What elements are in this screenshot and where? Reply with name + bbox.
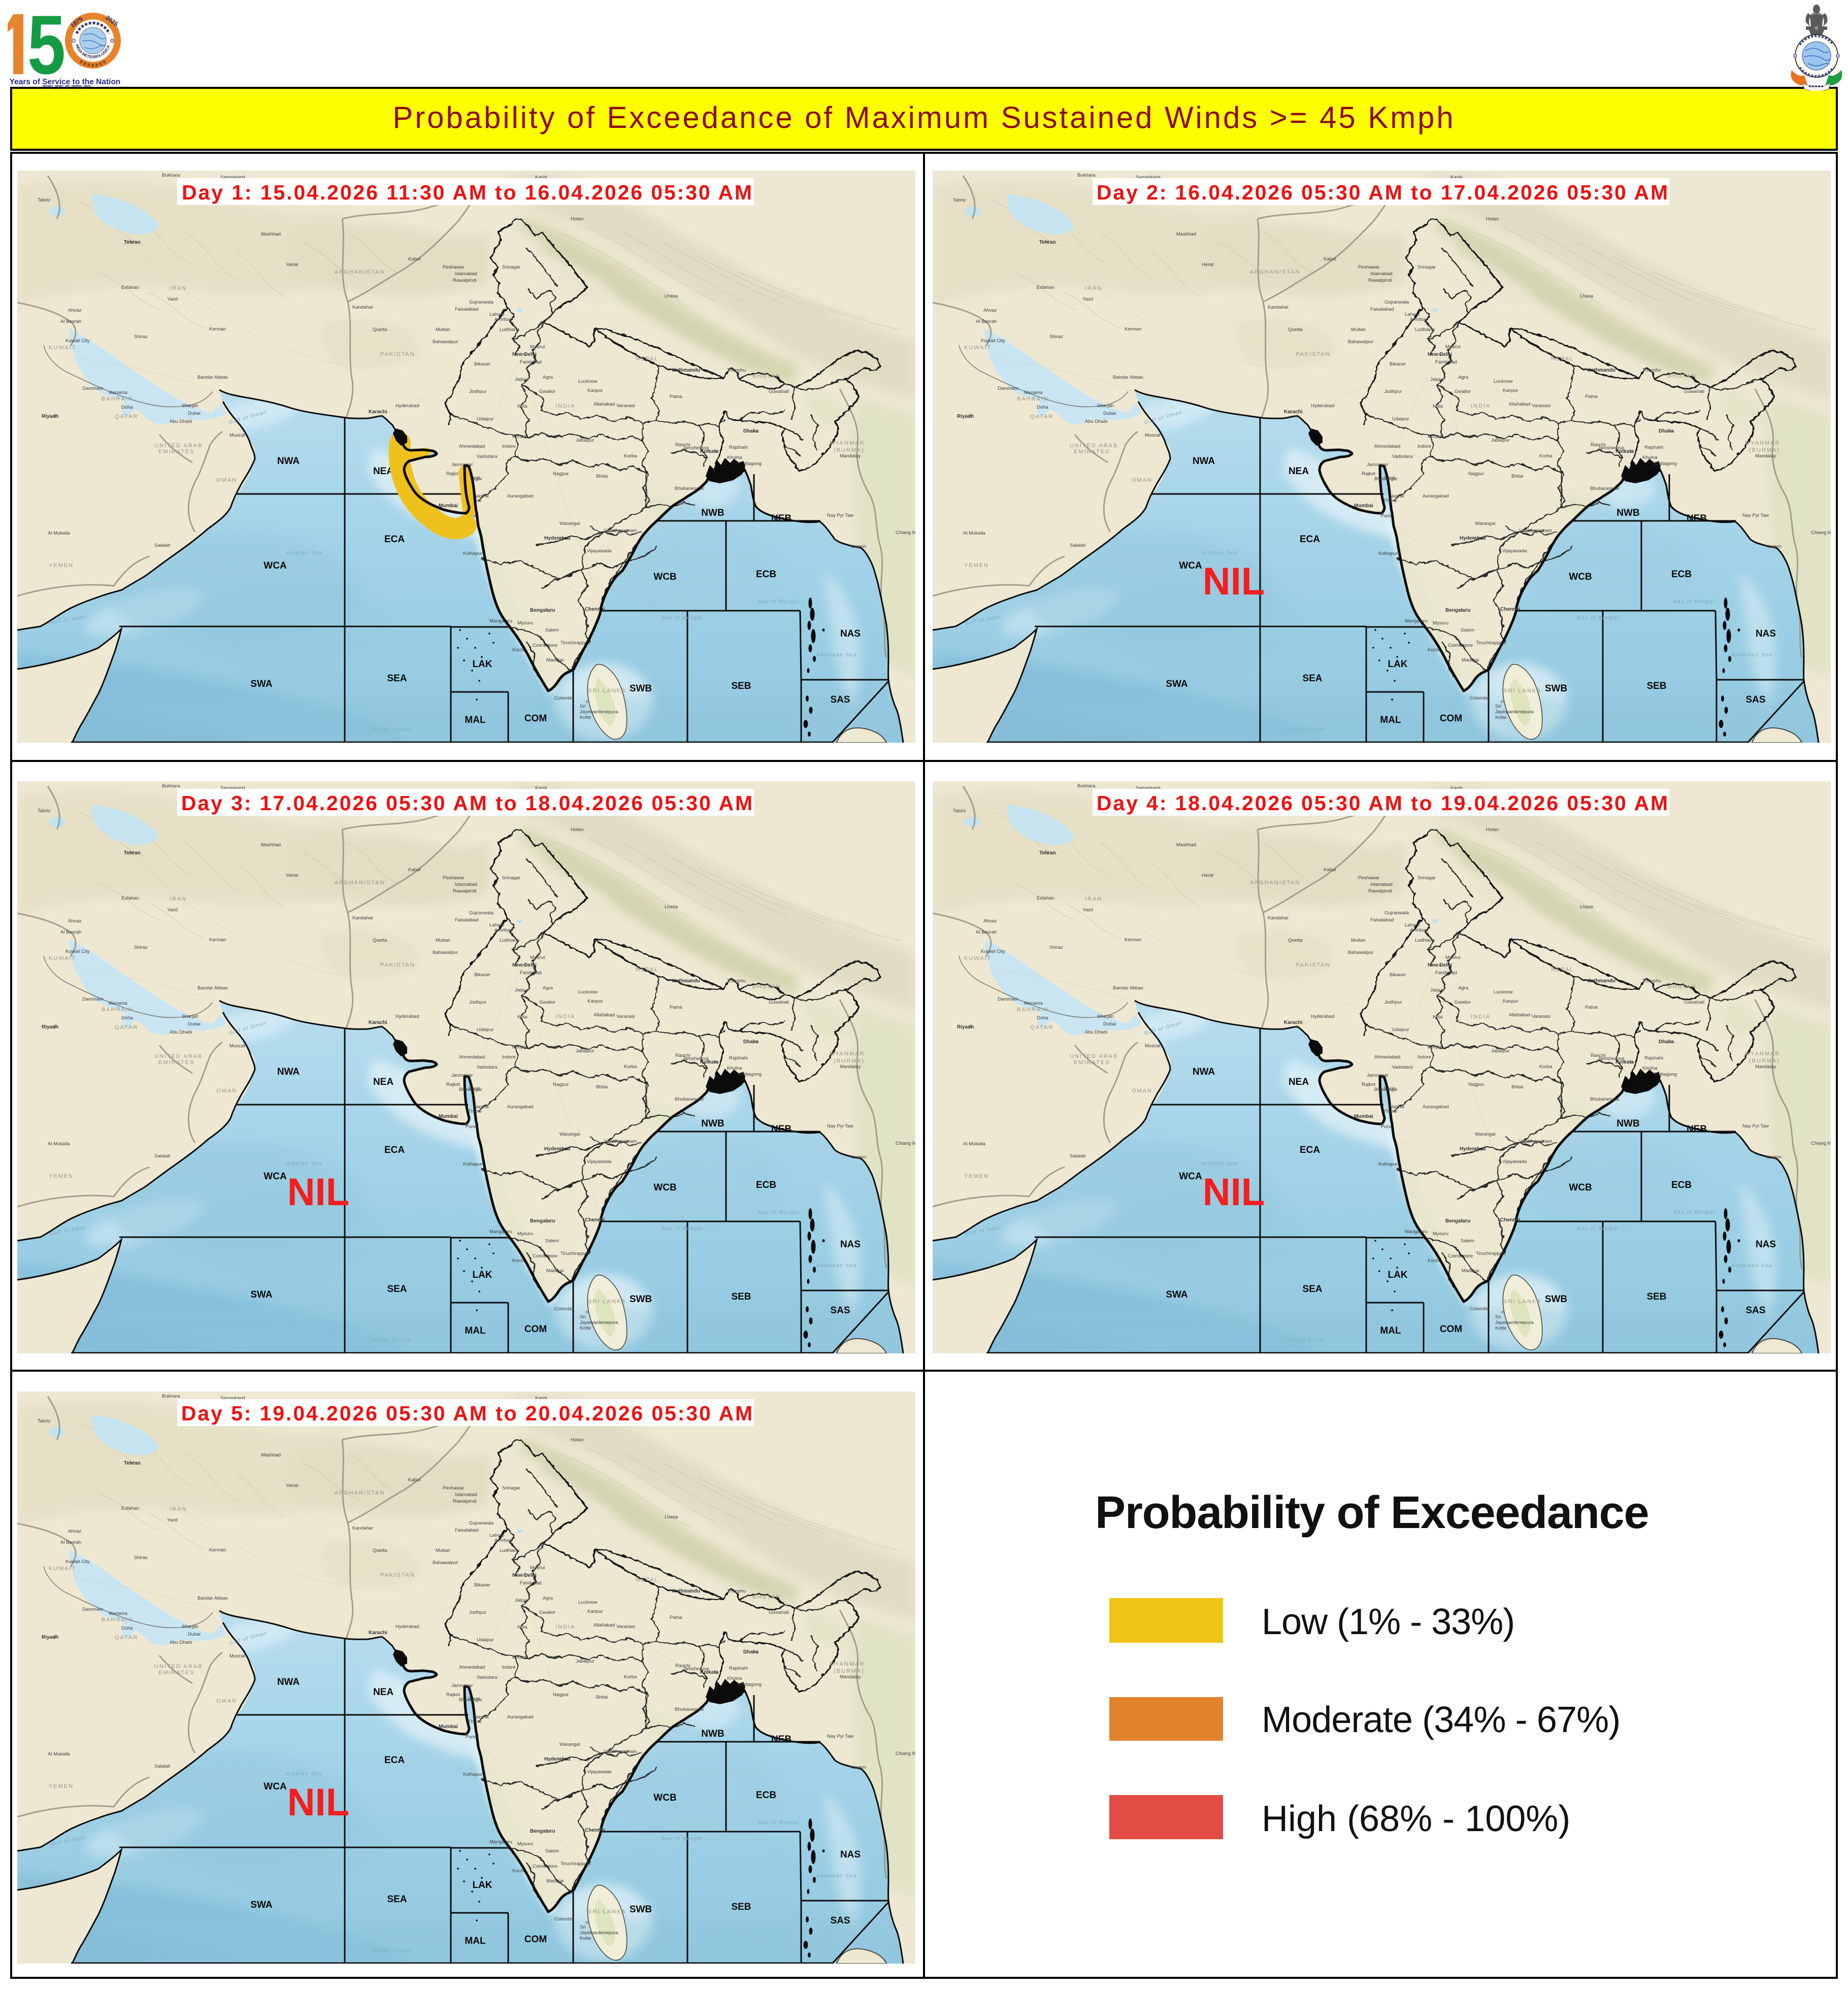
svg-text:Day 5: 19.04.2026 05:30 AM to: Day 5: 19.04.2026 05:30 AM to 20.04.2026… — [181, 1402, 754, 1425]
svg-text:NIL: NIL — [1203, 1171, 1265, 1214]
svg-text:NIL: NIL — [287, 1171, 349, 1214]
svg-text:5: 5 — [27, 4, 65, 90]
svg-text:Years of Service to the Nation: Years of Service to the Nation — [10, 78, 121, 86]
svg-text:Day 1: 15.04.2026 11:30 AM to: Day 1: 15.04.2026 11:30 AM to 16.04.2026… — [182, 181, 753, 204]
svg-text:Day 3: 17.04.2026 05:30 AM to: Day 3: 17.04.2026 05:30 AM to 18.04.2026… — [181, 791, 754, 815]
svg-text:NIL: NIL — [1203, 560, 1265, 603]
svg-text:Day 4: 18.04.2026 05:30 AM to: Day 4: 18.04.2026 05:30 AM to 19.04.2026… — [1097, 791, 1669, 815]
svg-text:NIL: NIL — [287, 1781, 349, 1824]
svg-text:Day 2: 16.04.2026 05:30 AM to: Day 2: 16.04.2026 05:30 AM to 17.04.2026… — [1097, 181, 1669, 204]
